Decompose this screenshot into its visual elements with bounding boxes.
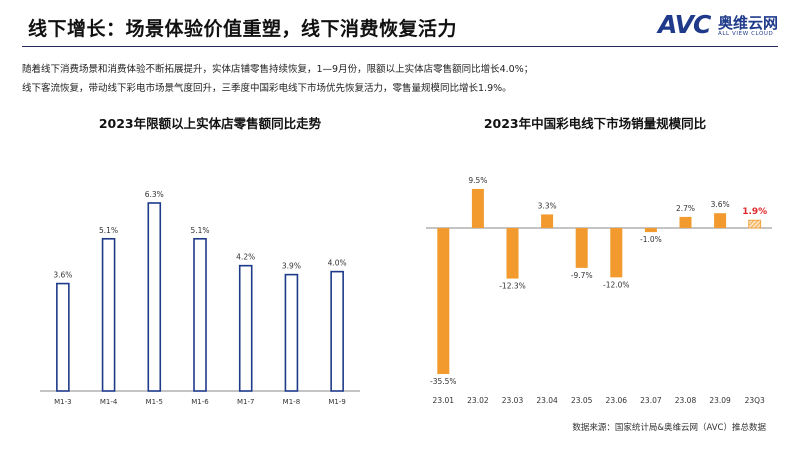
right-data-label: -9.7% [571, 271, 593, 280]
left-tick-label: M1-4 [100, 398, 118, 406]
summary-line-2: 线下客流恢复，带动线下彩电市场景气度回升，三季度中国彩电线下市场优先恢复活力，零… [22, 83, 512, 94]
logo-main-text: AVC [658, 10, 711, 39]
left-data-label: 3.6% [53, 271, 72, 280]
left-tick-label: M1-3 [54, 398, 71, 406]
right-data-label: 3.3% [538, 201, 557, 210]
right-bar [575, 228, 588, 268]
left-bar [330, 270, 344, 392]
right-data-label: 1.9% [742, 207, 767, 217]
left-tick-label: M1-9 [328, 398, 345, 406]
left-bar [238, 264, 253, 392]
right-tick-label: 23.06 [606, 396, 628, 405]
left-bar [193, 238, 207, 392]
right-chart-title: 2023年中国彩电线下市场销量规模同比 [483, 116, 707, 131]
left-bar [56, 282, 70, 392]
right-tick-label: 23.01 [433, 396, 455, 405]
title-divider [22, 46, 778, 47]
summary-line-1: 随着线下消费场景和消费体验不断拓展提升，实体店铺零售持续恢复，1—9月份，限额以… [22, 64, 534, 75]
right-tick-label: 23.08 [675, 396, 697, 405]
right-bar-highlight [748, 219, 762, 229]
left-data-label: 5.1% [190, 226, 209, 235]
left-bar [101, 238, 116, 392]
right-tick-label: 23.09 [709, 396, 731, 405]
right-data-label: 3.6% [711, 200, 730, 209]
left-tick-label: M1-6 [191, 398, 209, 406]
right-data-label: -12.3% [499, 282, 526, 291]
data-source-note: 数据来源：国家统计局&奥维云网（AVC）推总数据 [572, 423, 766, 433]
summary-text: 随着线下消费场景和消费体验不断拓展提升，实体店铺零售持续恢复，1—9月份，限额以… [22, 60, 533, 98]
left-tick-label: M1-5 [146, 398, 163, 406]
right-bar [437, 228, 450, 374]
avc-logo: AVC 奥维云网 ALL VIEW CLOUD [658, 10, 790, 44]
left-tick-label: M1-7 [237, 398, 254, 406]
left-chart-title: 2023年限额以上实体店零售额同比走势 [98, 116, 322, 131]
right-data-label: 9.5% [468, 176, 487, 185]
logo-cn-text: 奥维云网 [718, 14, 779, 32]
right-data-label: -35.5% [430, 377, 457, 386]
left-bar [147, 202, 162, 392]
page-title: 线下增长：场景体验价值重塑，线下消费恢复活力 [28, 18, 458, 40]
right-bar-chart: -35.5% 23.01 9.5% 23.02 -12.3% 23.03 3.3% 23.04… [426, 176, 772, 405]
left-data-label: 3.9% [282, 262, 301, 271]
right-data-label: 2.7% [676, 204, 695, 213]
right-bar [471, 188, 484, 228]
right-tick-label: 23.07 [640, 396, 662, 405]
right-bar [644, 228, 657, 233]
right-tick-label: 23Q3 [745, 396, 765, 405]
left-bar [284, 273, 299, 392]
left-bar-chart: 3.6% M1-3 5.1% M1-4 6.3% M1-5 5.1% M1-6 4.2% M1-7… [40, 190, 360, 406]
right-tick-label: 23.02 [467, 396, 489, 405]
right-tick-label: 23.04 [536, 396, 558, 405]
left-tick-label: M1-8 [283, 398, 300, 406]
right-tick-label: 23.05 [571, 396, 593, 405]
right-bar [714, 213, 727, 228]
right-tick-label: 23.03 [502, 396, 524, 405]
left-data-label: 4.2% [236, 253, 255, 262]
right-bar [506, 228, 519, 279]
right-data-label: -12.0% [603, 280, 630, 289]
right-bar [679, 216, 692, 228]
left-data-label: 5.1% [99, 226, 118, 235]
left-data-label: 4.0% [328, 259, 347, 268]
right-bar [610, 228, 623, 278]
left-data-label: 6.3% [145, 190, 164, 199]
right-bar [541, 214, 554, 228]
logo-en-text: ALL VIEW CLOUD [718, 31, 774, 37]
right-data-label: -1.0% [640, 235, 662, 244]
